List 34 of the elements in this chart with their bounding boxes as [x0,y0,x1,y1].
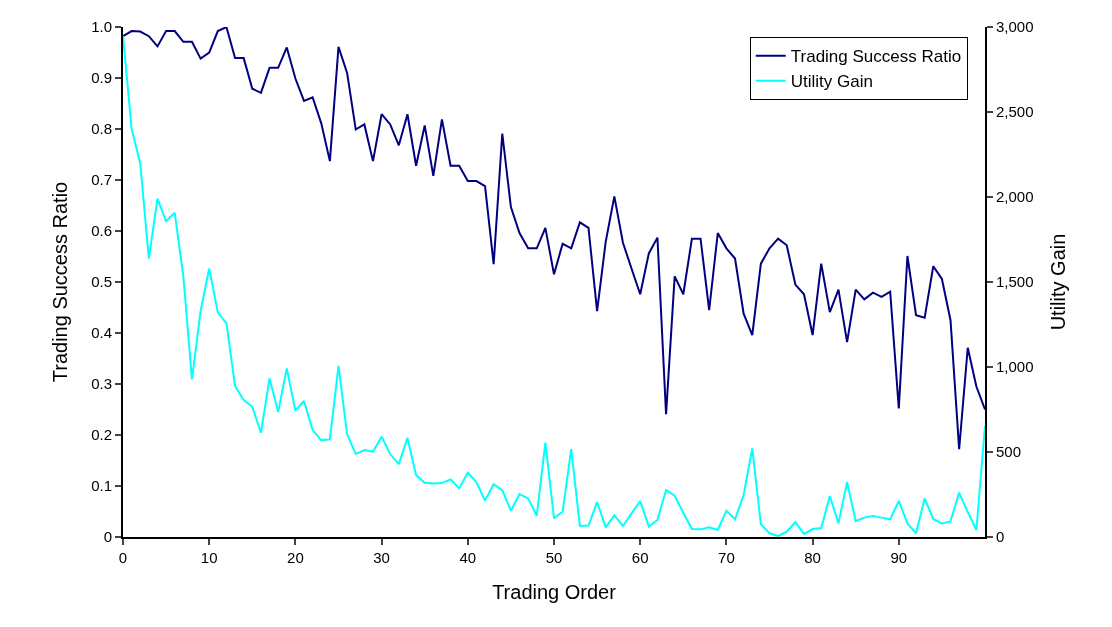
x-tick-label: 50 [545,549,563,566]
y-tick-label: 1.0 [91,18,112,36]
x-axis-title: Trading Order [492,581,617,603]
y-tick-label: 0.1 [91,477,112,495]
x-tick-label: 70 [718,549,735,566]
y-tick-label: 0.4 [91,324,112,342]
legend-label: Trading Success Ratio [790,47,962,67]
y2-axis-title: Utility Gain [1046,233,1069,331]
x-tick-label: 0 [118,549,128,566]
line-series [123,27,985,451]
y2-tick-label: 1,500 [996,273,1034,291]
x-tick-label: 30 [373,549,390,566]
x-tick-label: 90 [890,549,908,566]
y2-tick-label: 3,000 [996,18,1034,36]
y-tick-label: 0.8 [91,120,112,138]
x-tick-label: 80 [804,549,821,566]
x-tick-label: 10 [200,549,218,566]
y-tick-label: 0.3 [91,375,112,393]
y2-tick-label: 2,500 [996,103,1034,121]
x-tick-label: 60 [631,549,649,566]
y2-tick-label: 1,000 [996,358,1034,376]
y-axis-title: Trading Success Ratio [49,181,72,383]
y-tick-label: 0.7 [91,171,112,189]
x-tick-label: 40 [459,549,477,566]
y2-tick-label: 2,000 [996,188,1034,206]
y-tick-label: 0.2 [91,426,112,444]
y-tick-label: 0.5 [91,273,112,291]
y-tick-label: 0.6 [91,222,112,240]
y2-tick-label: 0 [996,528,1005,546]
x-tick-label: 20 [287,549,304,566]
y2-tick-label: 500 [996,443,1022,461]
y-tick-label: 0.9 [91,69,112,87]
legend-label: Utility Gain [790,72,873,92]
y-tick-label: 0 [103,528,112,546]
